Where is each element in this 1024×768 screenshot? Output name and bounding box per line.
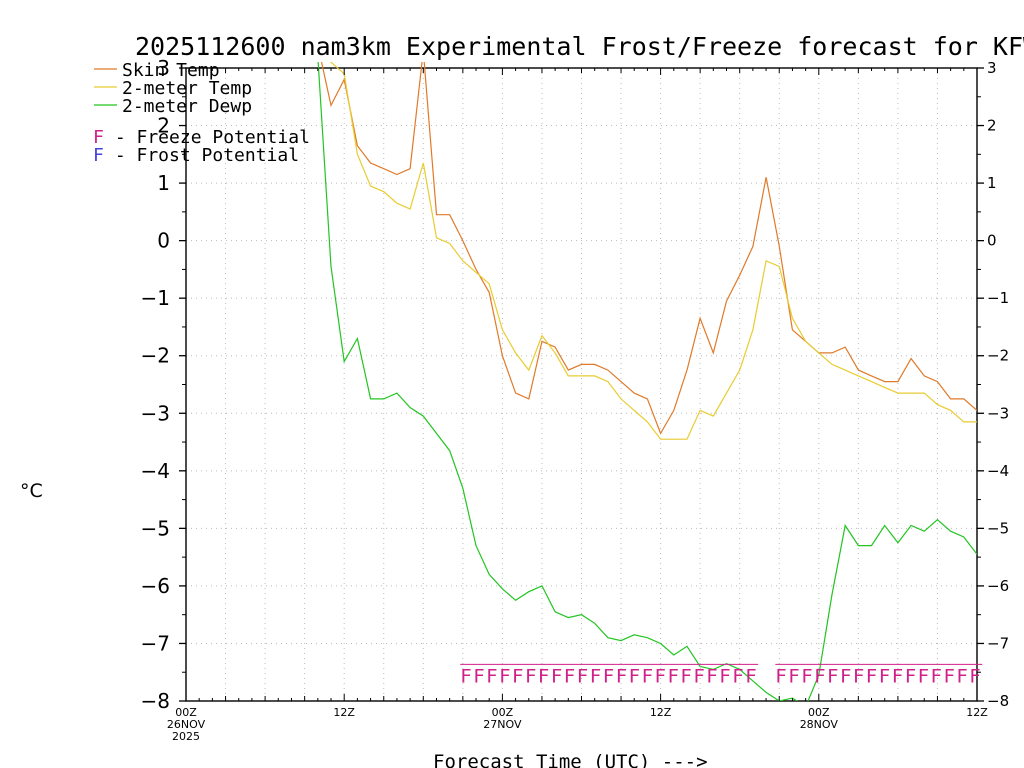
- y-tick-label: −5: [141, 516, 170, 540]
- y-tick-label: −3: [141, 401, 170, 425]
- y-tick-label: −4: [141, 459, 170, 483]
- y-axis-ticks: −8 −8 −7 −7 −6 −6 −5 −5 −4 −4 −3 −3 −2 −2 −1 −1 0 0 1 1 2 2 3 3: [141, 56, 1010, 713]
- freeze-mark: F: [551, 665, 562, 687]
- series-line-2-meter-temp: [329, 62, 977, 440]
- freeze-mark: F: [866, 665, 877, 687]
- x-tick-label: 12Z: [966, 706, 988, 719]
- freeze-mark: F: [931, 665, 942, 687]
- x-tick-label: 00Z: [492, 706, 514, 719]
- freeze-mark: F: [577, 665, 588, 687]
- freeze-mark: F: [564, 665, 575, 687]
- freeze-mark: F: [512, 665, 523, 687]
- y-tick-label-right: −8: [987, 692, 1009, 710]
- freeze-mark: F: [719, 665, 730, 687]
- series-line-skin-temp: [320, 62, 977, 435]
- freeze-mark: F: [538, 665, 549, 687]
- y-tick-label-right: 0: [987, 232, 997, 250]
- legend-marker-letter: F: [93, 127, 104, 148]
- freeze-mark: F: [590, 665, 601, 687]
- y-tick-label-right: −4: [987, 462, 1009, 480]
- freeze-mark: F: [629, 665, 640, 687]
- freeze-mark: F: [892, 665, 903, 687]
- y-tick-label-right: −6: [987, 577, 1009, 595]
- freeze-mark: F: [944, 665, 955, 687]
- y-tick-label-right: 2: [987, 117, 997, 135]
- freeze-mark: F: [525, 665, 536, 687]
- freeze-mark: F: [499, 665, 510, 687]
- y-tick-label: −8: [141, 689, 170, 713]
- freeze-mark: F: [745, 665, 756, 687]
- x-tick-label: 12Z: [333, 706, 355, 719]
- y-tick-label: −1: [141, 286, 170, 310]
- series-lines: [317, 62, 977, 701]
- freeze-mark: F: [827, 665, 838, 687]
- y-tick-label: −7: [141, 631, 170, 655]
- freeze-mark: F: [668, 665, 679, 687]
- freeze-mark: F: [775, 665, 786, 687]
- freeze-mark: F: [706, 665, 717, 687]
- freeze-mark: F: [814, 665, 825, 687]
- y-tick-label-right: −2: [987, 347, 1009, 365]
- freeze-mark: F: [473, 665, 484, 687]
- x-tick-label: 2025: [172, 730, 200, 743]
- legend-label: 2-meter Temp: [122, 78, 252, 99]
- x-tick-label: 12Z: [650, 706, 672, 719]
- freeze-mark: F: [788, 665, 799, 687]
- freeze-mark: F: [642, 665, 653, 687]
- y-tick-label-right: −1: [987, 289, 1009, 307]
- y-tick-label: 3: [157, 56, 170, 80]
- freeze-mark: F: [486, 665, 497, 687]
- x-tick-label: 00Z: [808, 706, 830, 719]
- chart-title: 2025112600 nam3km Experimental Frost/Fre…: [135, 32, 1024, 61]
- freeze-mark: F: [655, 665, 666, 687]
- y-tick-label-right: −7: [987, 634, 1009, 652]
- y-tick-label: 1: [157, 171, 170, 195]
- freeze-mark: F: [905, 665, 916, 687]
- freeze-mark: F: [801, 665, 812, 687]
- legend-label: 2-meter Dewp: [122, 96, 252, 117]
- y-tick-label-right: −5: [987, 519, 1009, 537]
- freeze-mark: F: [956, 665, 967, 687]
- freeze-mark: F: [680, 665, 691, 687]
- freeze-mark: F: [460, 665, 471, 687]
- x-axis-label: Forecast Time (UTC) --->: [433, 751, 708, 768]
- x-tick-label: 28NOV: [800, 718, 839, 731]
- freeze-mark: F: [853, 665, 864, 687]
- y-tick-label: 2: [157, 114, 170, 138]
- freeze-mark: F: [616, 665, 627, 687]
- x-tick-label: 00Z: [175, 706, 197, 719]
- freeze-mark: F: [879, 665, 890, 687]
- y-tick-label-right: 3: [987, 59, 997, 77]
- y-tick-label: −2: [141, 344, 170, 368]
- grid-lines: [186, 68, 977, 701]
- freeze-mark: F: [603, 665, 614, 687]
- y-tick-label-right: 1: [987, 174, 997, 192]
- y-tick-label: −6: [141, 574, 170, 598]
- x-tick-label: 27NOV: [483, 718, 522, 731]
- legend-marker-letter: F: [93, 145, 104, 166]
- series-line-2-meter-dewp: [317, 62, 977, 701]
- freeze-mark: F: [918, 665, 929, 687]
- y-tick-label: 0: [157, 229, 170, 253]
- freeze-mark: F: [732, 665, 743, 687]
- plot-frame: [185, 67, 978, 702]
- y-axis-label: °C: [20, 480, 43, 502]
- freeze-mark: F: [693, 665, 704, 687]
- freeze-mark: F: [840, 665, 851, 687]
- legend-marker-text: - Frost Potential: [104, 145, 299, 166]
- legend-label: Skin Temp: [122, 60, 220, 81]
- legend-marker-text: - Freeze Potential: [104, 127, 310, 148]
- x-tick-label: 26NOV: [167, 718, 206, 731]
- freeze-mark: F: [969, 665, 980, 687]
- y-tick-label-right: −3: [987, 404, 1009, 422]
